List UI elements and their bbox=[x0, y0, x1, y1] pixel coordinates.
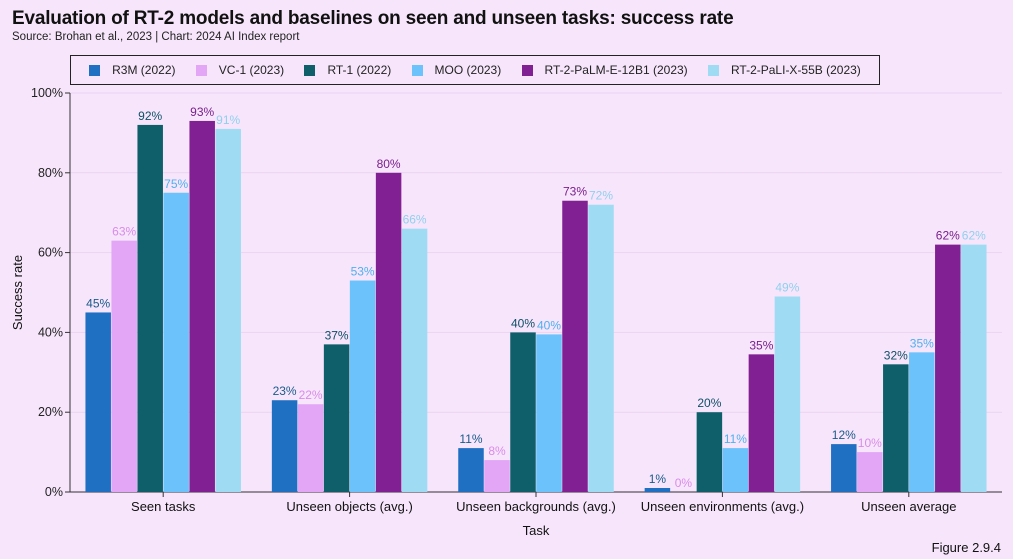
data-label: 62% bbox=[962, 229, 986, 243]
chart-title: Evaluation of RT-2 models and baselines … bbox=[12, 8, 734, 29]
data-label: 62% bbox=[936, 229, 960, 243]
y-axis-label: Success rate bbox=[10, 255, 25, 330]
x-axis-label: Task bbox=[523, 523, 550, 538]
data-label: 93% bbox=[190, 105, 214, 119]
x-tick-label: Unseen environments (avg.) bbox=[641, 499, 804, 514]
legend-swatch bbox=[89, 64, 101, 76]
data-label: 92% bbox=[138, 109, 162, 123]
data-label: 35% bbox=[910, 336, 934, 350]
data-label: 8% bbox=[488, 444, 506, 458]
data-label: 73% bbox=[563, 185, 587, 199]
legend-label: R3M (2022) bbox=[112, 63, 176, 77]
bar bbox=[588, 204, 614, 492]
data-label: 11% bbox=[459, 432, 482, 446]
bar bbox=[458, 448, 484, 492]
data-label: 0% bbox=[675, 476, 693, 490]
y-tick-label: 60% bbox=[38, 246, 63, 260]
data-label: 53% bbox=[351, 265, 375, 279]
legend-item: RT-2-PaLI-X-55B (2023) bbox=[707, 63, 861, 77]
data-label: 37% bbox=[325, 328, 349, 342]
legend-label: MOO (2023) bbox=[434, 63, 502, 77]
legend-label: RT-2-PaLI-X-55B (2023) bbox=[730, 63, 861, 77]
legend-label: VC-1 (2023) bbox=[218, 63, 285, 77]
data-label: 10% bbox=[858, 436, 882, 450]
legend-label: RT-2-PaLM-E-12B1 (2023) bbox=[544, 63, 688, 77]
bar bbox=[401, 228, 428, 492]
legend-swatch bbox=[521, 64, 533, 76]
bar bbox=[774, 296, 801, 492]
legend-swatch bbox=[195, 64, 207, 76]
bar bbox=[536, 334, 562, 492]
bar bbox=[748, 354, 775, 492]
data-label: 20% bbox=[697, 396, 721, 410]
legend-item: R3M (2022) bbox=[89, 63, 176, 77]
chart-source: Source: Brohan et al., 2023 | Chart: 202… bbox=[12, 31, 300, 43]
data-label: 91% bbox=[216, 113, 240, 127]
bar bbox=[696, 412, 723, 492]
bar bbox=[297, 404, 324, 492]
bar bbox=[831, 444, 857, 492]
legend-item: RT-1 (2022) bbox=[304, 63, 391, 77]
bar bbox=[189, 120, 215, 493]
data-label: 40% bbox=[511, 316, 535, 330]
bar bbox=[722, 448, 749, 492]
legend-swatch bbox=[304, 64, 316, 76]
bar bbox=[271, 400, 298, 492]
bar bbox=[349, 280, 376, 492]
legend-item: RT-2-PaLM-E-12B1 (2023) bbox=[521, 63, 688, 77]
bar bbox=[883, 364, 909, 492]
data-label: 66% bbox=[403, 213, 427, 227]
data-label: 35% bbox=[749, 338, 773, 352]
data-label: 40% bbox=[537, 318, 561, 332]
bar bbox=[163, 192, 189, 492]
bar bbox=[111, 240, 137, 492]
data-label: 63% bbox=[112, 225, 136, 239]
legend-swatch bbox=[411, 64, 423, 76]
data-label: 12% bbox=[832, 428, 856, 442]
data-label: 45% bbox=[86, 296, 110, 310]
bar bbox=[909, 352, 935, 492]
legend-item: MOO (2023) bbox=[411, 63, 502, 77]
data-label: 49% bbox=[775, 280, 799, 294]
figure-label: Figure 2.9.4 bbox=[931, 540, 1001, 555]
bar bbox=[562, 200, 588, 493]
data-label: 22% bbox=[299, 388, 323, 402]
data-label: 75% bbox=[164, 177, 188, 191]
bar bbox=[510, 332, 536, 492]
bar bbox=[484, 460, 510, 492]
legend-item: VC-1 (2023) bbox=[195, 63, 285, 77]
bar bbox=[935, 244, 961, 492]
bar bbox=[961, 244, 987, 492]
data-label: 32% bbox=[884, 348, 908, 362]
x-tick-label: Unseen backgrounds (avg.) bbox=[456, 499, 616, 514]
data-label: 1% bbox=[649, 472, 667, 486]
bar bbox=[857, 452, 883, 492]
chart-legend: R3M (2022) VC-1 (2023) RT-1 (2022) MOO (202… bbox=[70, 55, 880, 85]
bar bbox=[85, 312, 111, 492]
bar bbox=[375, 172, 402, 493]
legend-label: RT-1 (2022) bbox=[327, 63, 392, 77]
data-label: 11% bbox=[724, 432, 747, 446]
y-tick-label: 20% bbox=[38, 405, 63, 419]
y-tick-label: 40% bbox=[38, 325, 63, 339]
x-tick-label: Seen tasks bbox=[131, 499, 196, 514]
legend-swatch bbox=[707, 64, 719, 76]
x-tick-label: Unseen objects (avg.) bbox=[286, 499, 412, 514]
data-label: 23% bbox=[273, 384, 297, 398]
y-tick-label: 80% bbox=[38, 166, 63, 180]
bar bbox=[644, 488, 671, 492]
y-tick-label: 100% bbox=[31, 86, 63, 100]
data-label: 80% bbox=[377, 157, 401, 171]
y-tick-label: 0% bbox=[45, 485, 63, 499]
x-tick-label: Unseen average bbox=[861, 499, 956, 514]
bar bbox=[215, 128, 241, 492]
data-label: 72% bbox=[589, 189, 613, 203]
bar bbox=[323, 344, 350, 492]
bar bbox=[137, 124, 163, 493]
